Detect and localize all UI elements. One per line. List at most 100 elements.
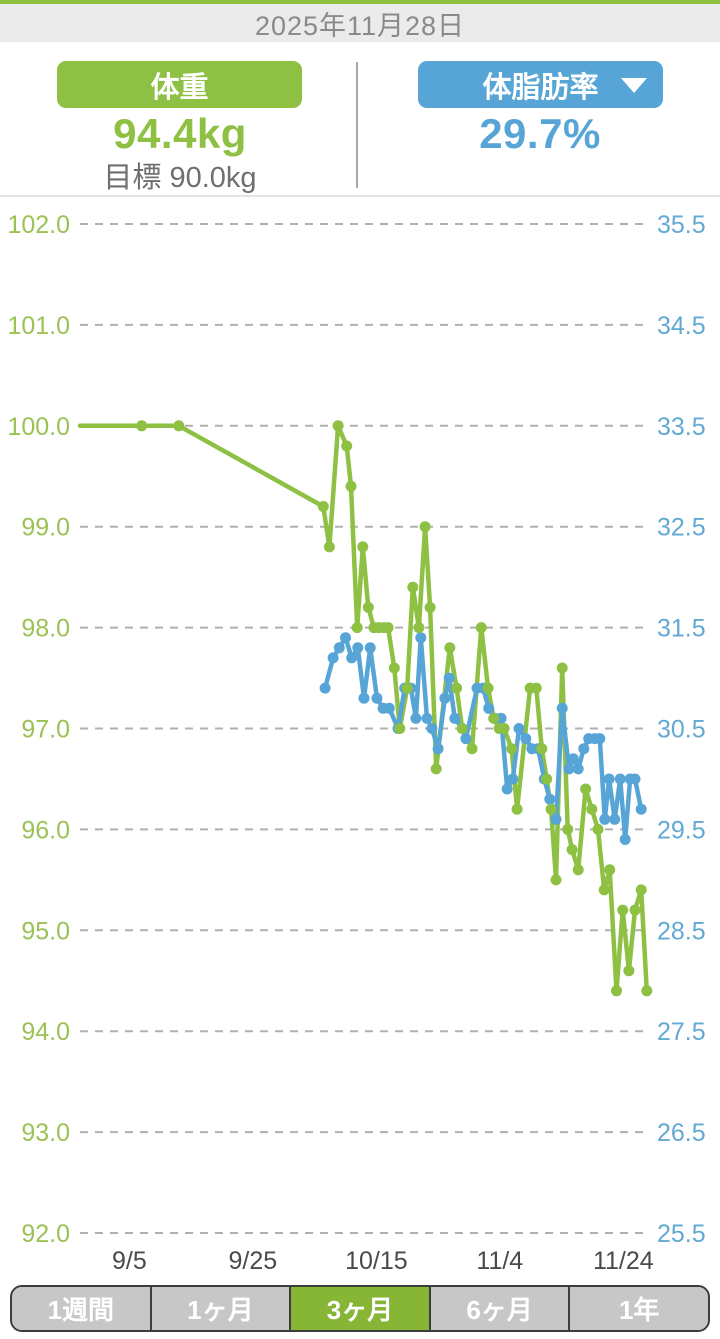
weight-button-label: 体重 [150,71,209,104]
body-fat-data-point [371,692,383,704]
weight-data-point [623,965,635,977]
body-fat-data-point [439,692,451,704]
body-fat-data-point [410,712,422,724]
body-fat-data-point [483,702,495,714]
body-fat-data-point [358,692,370,704]
weight-data-point [362,601,374,613]
weight-data-point [456,723,468,734]
y-right-tick-label: 25.5 [657,1220,706,1248]
y-right-tick-label: 29.5 [657,816,706,844]
body-fat-data-point [327,652,339,664]
period-tab-3ヶ月[interactable]: 3ヶ月 [289,1287,429,1330]
body-fat-data-point [609,813,621,825]
weight-data-point [424,601,436,613]
y-right-tick-label: 28.5 [657,917,706,945]
body-fat-data-point [614,773,626,785]
body-fat-data-point [432,743,444,755]
body-fat-data-point [556,702,568,714]
body-fat-data-point [460,733,472,745]
weight-data-point [341,440,353,452]
weight-data-point [351,622,363,634]
weight-data-point [388,662,400,674]
y-right-tick-label: 30.5 [657,716,706,744]
weight-data-point [556,662,568,674]
period-tab-1ヶ月[interactable]: 1ヶ月 [149,1287,290,1330]
trend-chart[interactable]: 102.0 35.5 101.0 34.5 100.0 33.5 99.0 32.5 98.0 3… [0,196,720,1276]
weight-data-point [413,622,425,634]
body-fat-data-point [629,773,641,785]
weight-data-point [357,541,369,553]
weight-metric-button[interactable]: 体重 [57,61,302,108]
y-left-tick-label: 102.0 [7,211,70,239]
weight-data-point [332,420,344,432]
body-fat-data-point [619,834,631,845]
body-fat-metric-dropdown[interactable]: 体脂肪率 [418,61,663,108]
weight-data-point [641,985,653,997]
weight-data-point [317,501,329,512]
y-left-tick-label: 94.0 [21,1018,70,1046]
body-fat-button-label: 体脂肪率 [482,71,599,104]
weight-data-point [550,874,562,886]
chevron-down-icon [621,78,647,93]
weight-data-point [635,884,647,896]
body-fat-data-point [426,723,438,734]
weight-data-point [173,420,185,432]
weight-goal-label: 目標 90.0kg [103,162,257,194]
weight-data-point [498,723,510,734]
y-right-tick-label: 33.5 [657,413,706,441]
weight-data-point [611,985,622,997]
period-tab-6ヶ月[interactable]: 6ヶ月 [428,1287,569,1330]
body-fat-data-point [507,773,519,785]
body-fat-data-point [578,743,590,755]
weight-data-point [430,763,442,775]
weight-data-point [536,743,548,755]
x-tick-label: 9/25 [229,1247,278,1275]
weight-data-point [562,823,574,835]
y-left-tick-label: 99.0 [21,514,70,542]
period-tab-1週間[interactable]: 1週間 [12,1287,150,1330]
weight-data-point [629,904,641,916]
body-fat-data-point [421,712,433,724]
weight-data-point [451,682,463,694]
body-fat-data-point [443,672,455,684]
weight-data-point [586,803,598,815]
weight-data-point [580,783,592,795]
chart-canvas[interactable]: 102.0 35.5 101.0 34.5 100.0 33.5 99.0 32.5 98.0 3… [0,196,720,1276]
weight-data-point [401,682,413,694]
weight-data-point [345,480,357,492]
y-left-tick-label: 98.0 [21,615,70,643]
x-tick-label: 9/5 [112,1247,147,1275]
body-fat-data-point [383,702,395,714]
body-fat-data-point [544,793,556,805]
y-right-tick-label: 34.5 [657,312,706,340]
body-fat-data-point [346,652,358,664]
period-tab-1年[interactable]: 1年 [568,1287,708,1330]
weight-data-point [482,682,494,694]
weight-data-point [566,844,578,856]
weight-data-point [488,712,500,724]
x-tick-label: 11/4 [476,1247,523,1275]
date-header: 2025年11月28日 [0,4,720,42]
body-fat-data-point [415,632,427,644]
metrics-divider [356,62,358,188]
body-fat-data-point [501,783,513,795]
weight-data-point [407,581,419,593]
weight-data-point [382,622,394,634]
y-left-tick-label: 92.0 [21,1220,70,1248]
x-tick-label: 10/15 [345,1247,408,1275]
weight-data-point [394,723,406,734]
body-fat-data-point [599,813,611,825]
body-fat-data-point [572,763,584,775]
weight-data-point [541,773,553,785]
y-left-tick-label: 101.0 [7,312,70,340]
body-fat-data-point [635,803,647,815]
y-right-tick-label: 31.5 [657,615,706,643]
weight-data-point [444,642,456,654]
period-tab-bar: 1週間 1ヶ月 3ヶ月 6ヶ月 1年 [10,1285,710,1332]
weight-data-point [617,904,629,916]
y-left-tick-label: 93.0 [21,1119,70,1147]
y-left-tick-label: 96.0 [21,816,70,844]
weight-data-point [136,420,148,432]
y-right-tick-label: 27.5 [657,1018,706,1046]
